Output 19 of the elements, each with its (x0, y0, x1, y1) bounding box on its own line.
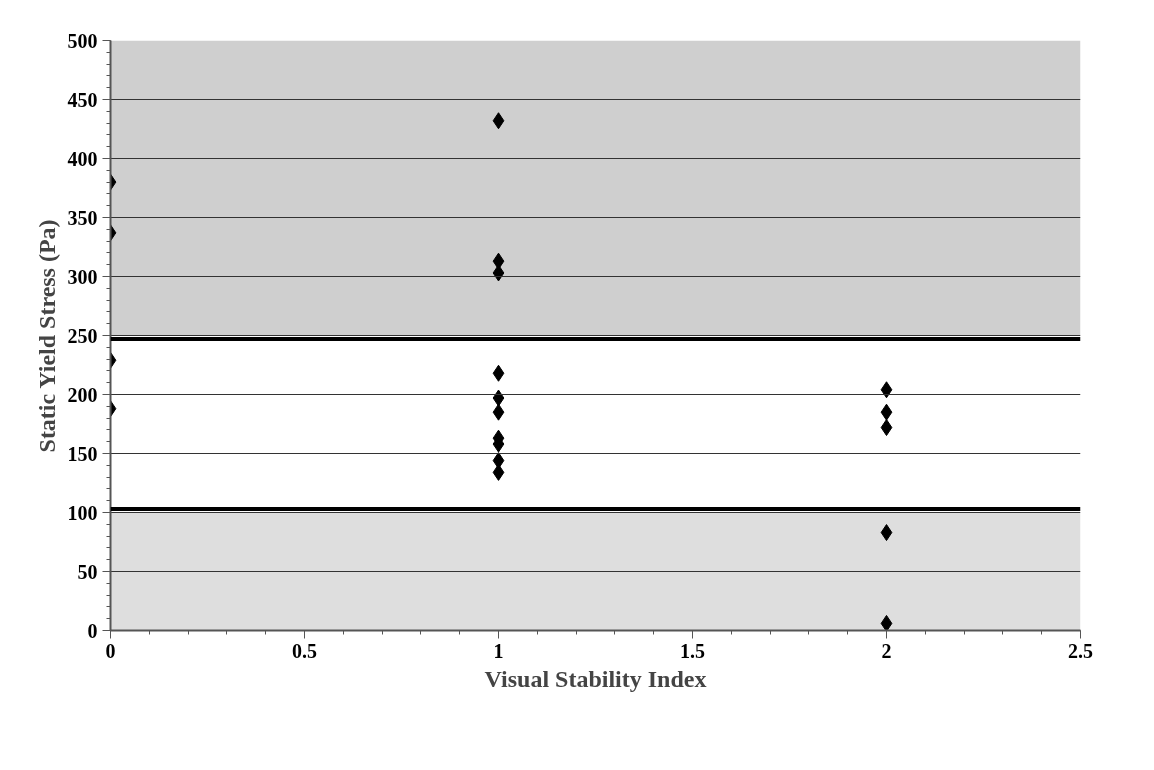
y-tick-label: 250 (67, 324, 98, 347)
x-axis-title: Visual Stability Index (484, 665, 707, 692)
y-tick-label: 500 (67, 29, 98, 52)
y-tick-label: 450 (67, 88, 98, 111)
y-tick-label: 400 (67, 147, 98, 170)
x-tick-label: 0.5 (292, 639, 317, 662)
y-axis-title: Static Yield Stress (Pa) (33, 219, 60, 453)
y-tick-label: 300 (67, 265, 98, 288)
y-tick-label: 100 (67, 501, 98, 524)
y-tick-label: 350 (67, 206, 98, 229)
y-tick-label: 50 (77, 560, 98, 583)
y-tick-label: 0 (87, 619, 98, 642)
x-tick-label: 2.5 (1068, 639, 1093, 662)
x-tick-label: 1 (493, 639, 504, 662)
x-tick-label: 1.5 (680, 639, 705, 662)
y-tick-label: 150 (67, 442, 98, 465)
x-tick-label: 0 (105, 639, 116, 662)
y-tick-label: 200 (67, 383, 98, 406)
x-tick-label: 2 (881, 639, 892, 662)
